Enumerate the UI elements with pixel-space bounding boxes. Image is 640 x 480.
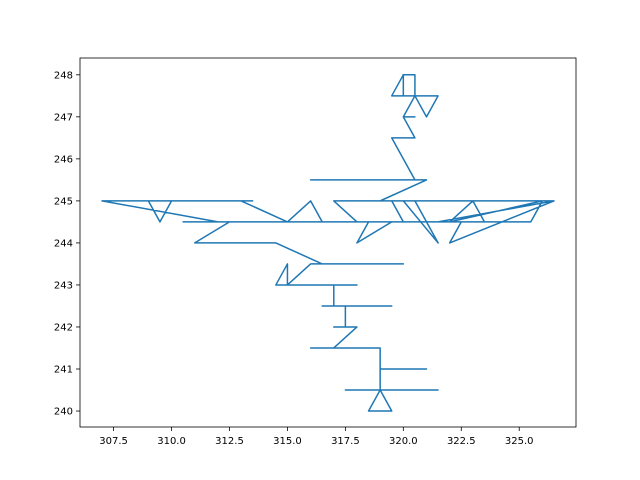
x-tick-label: 315.0 (273, 436, 302, 447)
y-tick-label: 242 (54, 322, 73, 333)
plot-frame (79, 57, 577, 428)
x-tick-label: 325.0 (505, 436, 534, 447)
x-tick-label: 320.0 (389, 436, 418, 447)
y-tick-label: 241 (54, 365, 73, 376)
y-tick-label: 247 (54, 112, 73, 123)
y-tick-label: 245 (54, 196, 73, 207)
y-tick-label: 246 (54, 154, 73, 165)
x-tick-label: 307.5 (99, 436, 128, 447)
x-tick-label: 312.5 (215, 436, 244, 447)
y-axis: 240 241 242 243 244 245 246 247 248 (54, 70, 80, 418)
x-axis: 307.5 310.0 312.5 315.0 317.5 320.0 322.5 325.0 (99, 427, 534, 447)
y-tick-label: 240 (54, 407, 73, 418)
x-tick-label: 322.5 (447, 436, 476, 447)
y-tick-label: 248 (54, 70, 73, 81)
x-tick-label: 310.0 (157, 436, 186, 447)
x-tick-label: 317.5 (331, 436, 360, 447)
y-tick-label: 243 (54, 280, 73, 291)
series-layer (101, 74, 555, 412)
y-tick-label: 244 (54, 238, 73, 249)
series-line (101, 74, 555, 412)
